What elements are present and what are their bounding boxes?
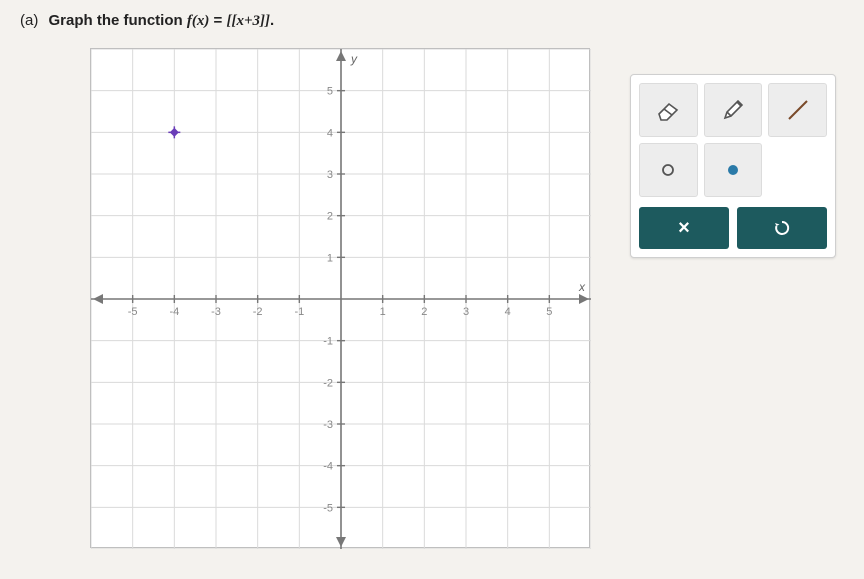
svg-text:3: 3: [463, 306, 469, 318]
svg-text:3: 3: [327, 169, 333, 181]
svg-text:y: y: [350, 52, 358, 66]
svg-text:-1: -1: [294, 306, 304, 318]
coordinate-grid[interactable]: -5 -4 -3 -2 -1 1 2 3 4 5 -5 -4 -3 -2 -1 1 2 3 4 5 y x: [90, 48, 590, 548]
svg-text:-4: -4: [323, 461, 333, 473]
undo-button[interactable]: [737, 207, 827, 249]
pencil-tool[interactable]: [704, 83, 763, 137]
svg-text:-3: -3: [323, 419, 333, 431]
eraser-tool[interactable]: [639, 83, 698, 137]
line-icon: [783, 95, 813, 125]
open-point-tool[interactable]: [639, 143, 698, 197]
svg-text:-3: -3: [211, 306, 221, 318]
svg-text:-1: -1: [323, 336, 333, 348]
svg-text:x: x: [578, 280, 586, 294]
clear-button[interactable]: ×: [639, 207, 729, 249]
open-point-icon: [658, 160, 678, 180]
eraser-icon: [653, 98, 683, 122]
prompt-text: Graph the function: [49, 12, 187, 29]
svg-text:5: 5: [546, 306, 552, 318]
svg-text:1: 1: [327, 252, 333, 264]
period: .: [270, 12, 274, 29]
svg-text:-5: -5: [128, 306, 138, 318]
svg-text:4: 4: [327, 127, 333, 139]
svg-text:1: 1: [380, 306, 386, 318]
fn-expr: [[x+3]]: [226, 13, 270, 29]
svg-text:-5: -5: [323, 502, 333, 514]
svg-text:2: 2: [421, 306, 427, 318]
svg-text:5: 5: [327, 86, 333, 98]
line-tool[interactable]: [768, 83, 827, 137]
svg-text:-4: -4: [169, 306, 179, 318]
close-icon: ×: [678, 217, 690, 240]
question-prompt: (a) Graph the function f(x) = [[x+3]].: [20, 12, 844, 30]
undo-icon: [772, 218, 792, 238]
part-label: (a): [20, 12, 38, 29]
svg-text:-2: -2: [253, 306, 263, 318]
svg-text:4: 4: [505, 306, 511, 318]
closed-point-tool[interactable]: [704, 143, 763, 197]
drawing-toolbox: ×: [630, 74, 836, 258]
equals: =: [214, 12, 223, 29]
svg-text:-2: -2: [323, 377, 333, 389]
closed-point-icon: [723, 160, 743, 180]
pencil-icon: [720, 97, 746, 123]
svg-text:2: 2: [327, 211, 333, 223]
fn-arg: (x): [192, 13, 210, 29]
